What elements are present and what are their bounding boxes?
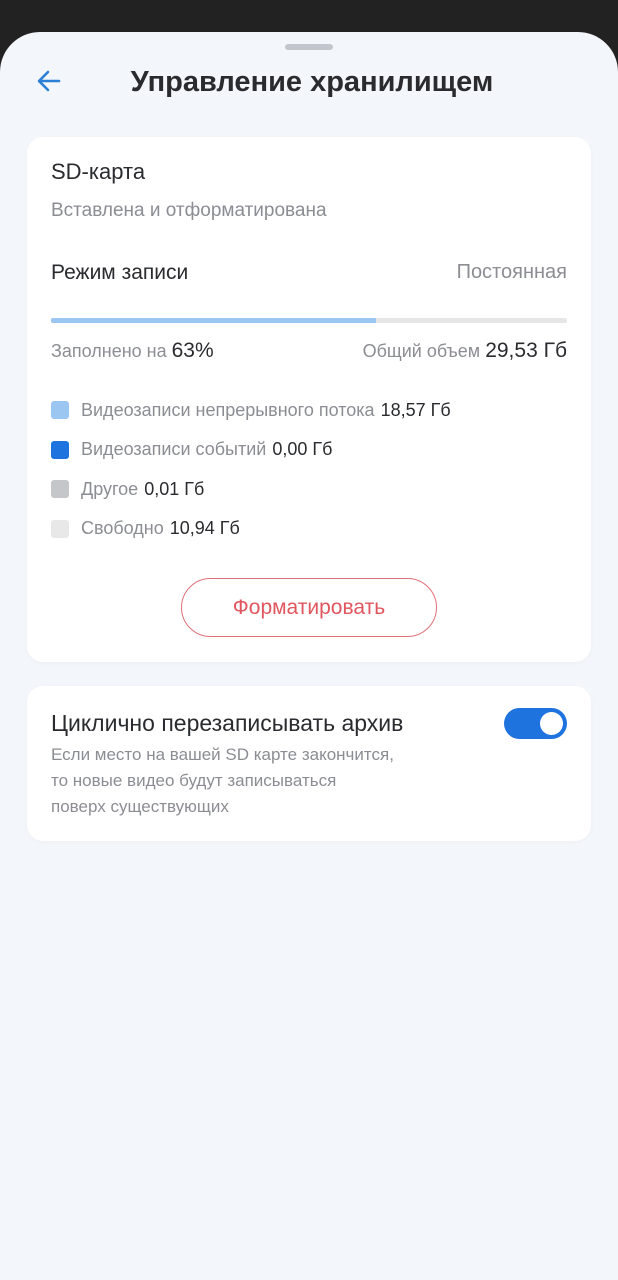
legend-value: 0,00 Гб <box>272 439 333 459</box>
overwrite-panel: Циклично перезаписывать архив Если место… <box>27 686 591 841</box>
storage-progress-bar <box>51 318 567 323</box>
description-line: поверх существующих <box>51 797 229 816</box>
description-line: то новые видео будут записываться <box>51 771 337 790</box>
filled-value: 63% <box>171 339 214 362</box>
sd-card-title: SD-карта <box>51 159 146 184</box>
legend-item: Видеозаписи непрерывного потока 18,57 Гб <box>51 399 451 421</box>
legend-value: 18,57 Гб <box>380 399 451 420</box>
recording-mode-value[interactable]: Постоянная <box>456 261 567 283</box>
overwrite-toggle[interactable] <box>504 708 567 739</box>
filled-label: Заполнено на <box>51 341 167 361</box>
total-info: Общий объем 29,53 Гб <box>363 339 567 363</box>
legend-label: Видеозаписи событий <box>81 439 267 459</box>
toggle-knob <box>540 712 563 735</box>
total-label: Общий объем <box>362 341 481 361</box>
legend-swatch <box>51 440 69 459</box>
legend-item: Свободно 10,94 Гб <box>51 518 240 540</box>
legend-value: 10,94 Гб <box>169 518 240 538</box>
overwrite-title: Циклично перезаписывать архив <box>51 710 404 736</box>
legend-swatch <box>51 480 69 498</box>
filled-info: Заполнено на 63% <box>51 339 214 363</box>
legend-label: Видеозаписи непрерывного потока <box>81 399 375 420</box>
legend-value: 0,01 Гб <box>144 478 205 499</box>
bottom-sheet: Управление хранилищем SD-карта Вставлена… <box>0 32 618 1280</box>
back-button[interactable] <box>34 66 64 96</box>
storage-progress-fill <box>51 318 377 323</box>
legend-swatch <box>51 519 69 538</box>
legend-swatch <box>51 401 69 419</box>
sd-card-status: Вставлена и отформатирована <box>51 200 327 221</box>
page-title: Управление хранилищем <box>130 66 494 98</box>
description-line: Если место на вашей SD карте закончится, <box>51 745 394 764</box>
legend-label: Свободно <box>81 518 164 538</box>
drag-handle[interactable] <box>285 44 333 50</box>
sd-card-panel: SD-карта Вставлена и отформатирована Реж… <box>27 137 591 662</box>
legend-label: Другое <box>81 478 139 499</box>
recording-mode-label: Режим записи <box>51 261 189 284</box>
legend-item: Видеозаписи событий 0,00 Гб <box>51 439 332 461</box>
total-value: 29,53 Гб <box>485 339 567 362</box>
format-button[interactable]: Форматировать <box>181 578 437 637</box>
overwrite-description: Если место на вашей SD карте закончится,… <box>51 742 394 820</box>
arrow-left-icon <box>37 70 61 92</box>
legend-item: Другое 0,01 Гб <box>51 478 204 500</box>
